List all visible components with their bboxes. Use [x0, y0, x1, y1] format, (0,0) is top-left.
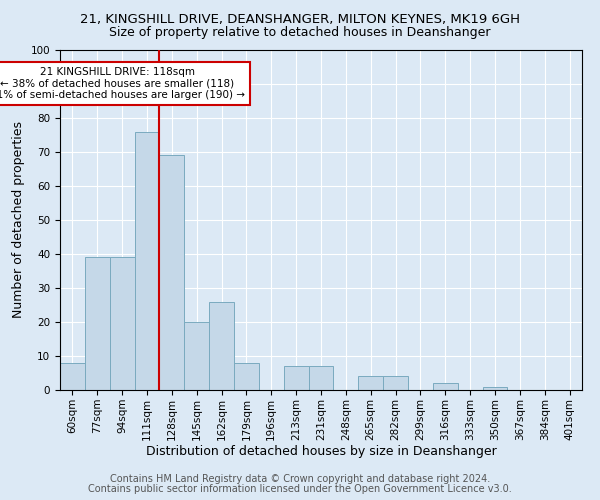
Bar	[284, 366, 308, 390]
Text: Contains HM Land Registry data © Crown copyright and database right 2024.: Contains HM Land Registry data © Crown c…	[110, 474, 490, 484]
Bar	[234, 363, 259, 390]
Bar	[308, 366, 334, 390]
Bar	[358, 376, 383, 390]
Bar	[433, 383, 458, 390]
Bar	[85, 258, 110, 390]
Text: 21, KINGSHILL DRIVE, DEANSHANGER, MILTON KEYNES, MK19 6GH: 21, KINGSHILL DRIVE, DEANSHANGER, MILTON…	[80, 12, 520, 26]
Bar	[184, 322, 209, 390]
Text: 21 KINGSHILL DRIVE: 118sqm
← 38% of detached houses are smaller (118)
61% of sem: 21 KINGSHILL DRIVE: 118sqm ← 38% of deta…	[0, 67, 245, 100]
Bar	[209, 302, 234, 390]
Bar	[383, 376, 408, 390]
Bar	[482, 386, 508, 390]
Y-axis label: Number of detached properties: Number of detached properties	[12, 122, 25, 318]
Text: Size of property relative to detached houses in Deanshanger: Size of property relative to detached ho…	[109, 26, 491, 39]
Bar	[60, 363, 85, 390]
X-axis label: Distribution of detached houses by size in Deanshanger: Distribution of detached houses by size …	[146, 446, 496, 458]
Bar	[110, 258, 134, 390]
Bar	[160, 156, 184, 390]
Text: Contains public sector information licensed under the Open Government Licence v3: Contains public sector information licen…	[88, 484, 512, 494]
Bar	[134, 132, 160, 390]
